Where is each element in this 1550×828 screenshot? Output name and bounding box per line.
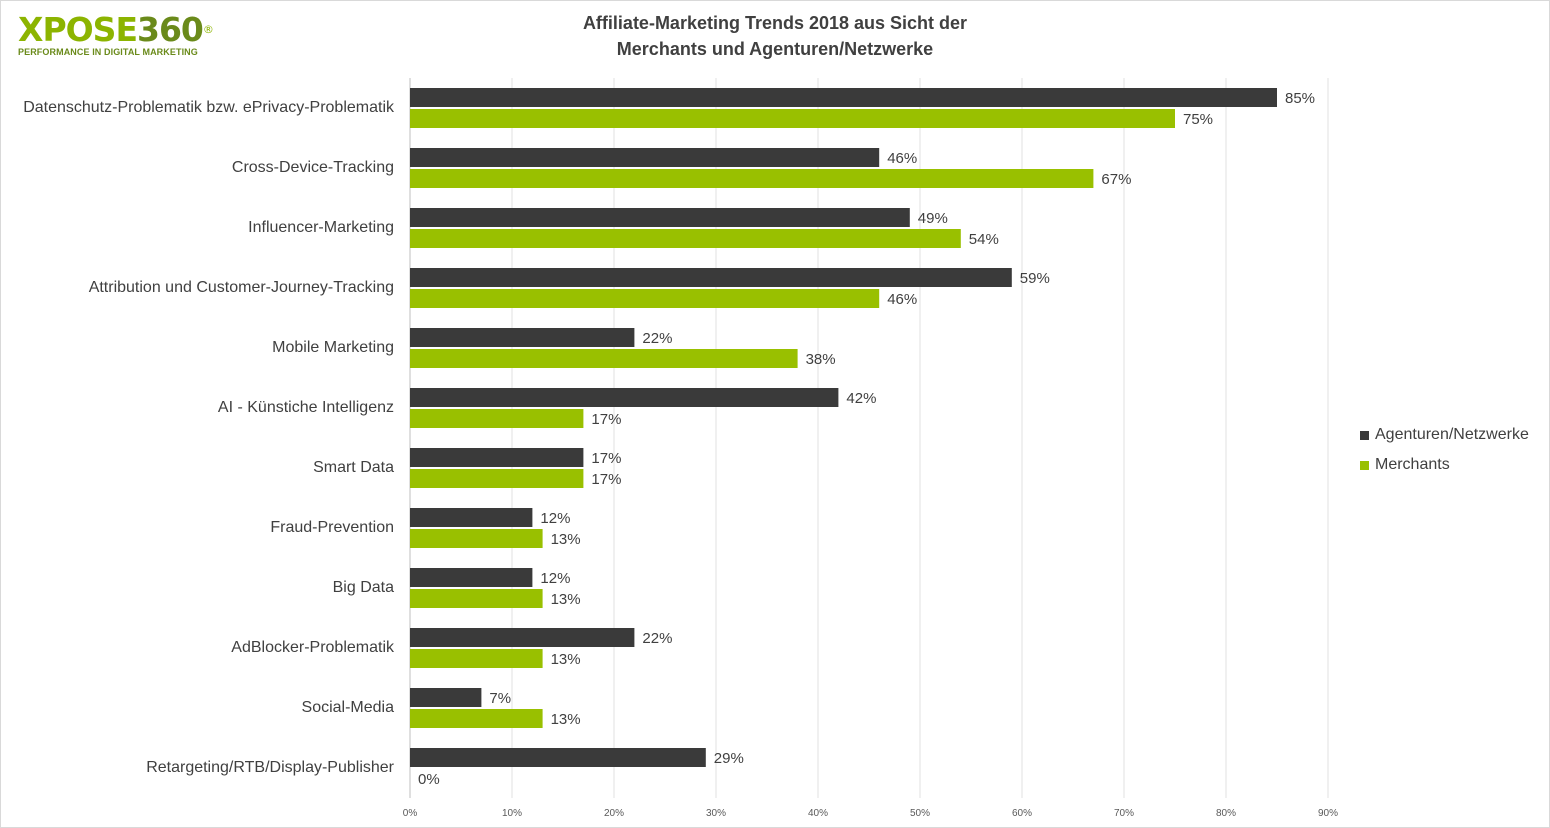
bar-agenturen-11: [410, 748, 706, 767]
bar-merchants-7: [410, 529, 543, 548]
bar-agenturen-5: [410, 388, 839, 407]
bar-merchants-9: [410, 649, 543, 668]
chart-title-line-2: Merchants und Agenturen/Netzwerke: [616, 39, 934, 59]
bar-agenturen-7: [410, 508, 533, 527]
data-label-agenturen-11: 29%: [714, 750, 744, 767]
legend-swatch-merchants: [1360, 460, 1369, 470]
category-label-7: Fraud-Prevention: [270, 519, 394, 536]
bar-merchants-0: [410, 109, 1175, 128]
bar-merchants-10: [410, 709, 543, 728]
bar-agenturen-10: [410, 688, 482, 707]
data-label-agenturen-5: 42%: [846, 390, 876, 407]
x-tick-label-7: 70%: [1114, 808, 1134, 819]
data-label-merchants-6: 17%: [591, 471, 621, 488]
data-label-agenturen-4: 22%: [642, 330, 672, 347]
data-label-agenturen-3: 59%: [1020, 270, 1050, 287]
logo-word-360: 360: [137, 10, 204, 49]
data-label-merchants-7: 13%: [551, 531, 581, 548]
data-label-merchants-2: 54%: [969, 231, 999, 248]
data-label-agenturen-10: 7%: [489, 690, 511, 707]
x-tick-label-4: 40%: [808, 808, 828, 819]
bar-agenturen-4: [410, 328, 635, 347]
chart-title-line-1: Affiliate-Marketing Trends 2018 aus Sich…: [582, 13, 968, 33]
category-label-4: Mobile Marketing: [272, 339, 394, 356]
data-label-agenturen-0: 85%: [1285, 90, 1315, 107]
data-label-agenturen-9: 22%: [642, 630, 672, 647]
data-label-merchants-11: 0%: [418, 771, 440, 788]
category-label-11: Retargeting/RTB/Display-Publisher: [146, 759, 394, 776]
category-label-10: Social-Media: [302, 699, 395, 716]
legend-item-agenturen: Agenturen/Netzwerke: [1360, 420, 1529, 450]
x-tick-label-6: 60%: [1012, 808, 1032, 819]
bar-merchants-5: [410, 409, 584, 428]
data-label-agenturen-1: 46%: [887, 150, 917, 167]
bar-merchants-3: [410, 289, 880, 308]
category-label-5: AI - Künstiche Intelligenz: [218, 399, 394, 416]
legend-label-merchants: Merchants: [1375, 456, 1450, 473]
bar-agenturen-9: [410, 628, 635, 647]
category-label-6: Smart Data: [313, 459, 394, 476]
chart-title: Affiliate-Marketing Trends 2018 aus Sich…: [525, 10, 1025, 62]
legend-swatch-agenturen: [1360, 430, 1369, 440]
data-label-merchants-9: 13%: [551, 651, 581, 668]
data-label-merchants-1: 67%: [1101, 171, 1131, 188]
bar-agenturen-2: [410, 208, 910, 227]
category-label-8: Big Data: [333, 579, 394, 596]
data-label-merchants-3: 46%: [887, 291, 917, 308]
legend-label-agenturen: Agenturen/Netzwerke: [1375, 426, 1529, 443]
x-tick-label-8: 80%: [1216, 808, 1236, 819]
bar-merchants-8: [410, 589, 543, 608]
data-label-agenturen-7: 12%: [540, 510, 570, 527]
logo-registered-mark: ®: [202, 23, 214, 36]
legend-item-merchants: Merchants: [1360, 450, 1529, 480]
bar-agenturen-1: [410, 148, 880, 167]
x-tick-label-0: 0%: [403, 808, 418, 819]
logo-wordmark: XPOSE360®: [18, 10, 214, 49]
bar-agenturen-8: [410, 568, 533, 587]
xpose360-logo: XPOSE360® PERFORMANCE IN DIGITAL MARKETI…: [18, 10, 214, 58]
bar-agenturen-0: [410, 88, 1277, 107]
logo-word-xpose: XPOSE: [18, 10, 138, 49]
data-label-agenturen-6: 17%: [591, 450, 621, 467]
category-label-3: Attribution und Customer-Journey-Trackin…: [89, 279, 394, 296]
data-label-merchants-4: 38%: [806, 351, 836, 368]
category-label-2: Influencer-Marketing: [248, 219, 394, 236]
x-tick-label-3: 30%: [706, 808, 726, 819]
data-label-merchants-0: 75%: [1183, 111, 1213, 128]
x-tick-label-2: 20%: [604, 808, 624, 819]
bar-merchants-6: [410, 469, 584, 488]
data-label-agenturen-8: 12%: [540, 570, 570, 587]
category-label-1: Cross-Device-Tracking: [232, 159, 394, 176]
data-label-merchants-5: 17%: [591, 411, 621, 428]
category-label-0: Datenschutz-Problematik bzw. ePrivacy-Pr…: [23, 99, 395, 116]
x-tick-label-1: 10%: [502, 808, 522, 819]
bar-merchants-1: [410, 169, 1094, 188]
data-label-merchants-10: 13%: [551, 711, 581, 728]
bar-merchants-4: [410, 349, 798, 368]
x-tick-label-5: 50%: [910, 808, 930, 819]
bar-merchants-2: [410, 229, 961, 248]
data-label-agenturen-2: 49%: [918, 210, 948, 227]
data-label-merchants-8: 13%: [551, 591, 581, 608]
x-tick-label-9: 90%: [1318, 808, 1338, 819]
bar-agenturen-6: [410, 448, 584, 467]
bar-agenturen-3: [410, 268, 1012, 287]
chart-legend: Agenturen/Netzwerke Merchants: [1360, 420, 1529, 480]
category-label-9: AdBlocker-Problematik: [231, 639, 395, 656]
logo-tagline: PERFORMANCE IN DIGITAL MARKETING: [18, 47, 198, 57]
